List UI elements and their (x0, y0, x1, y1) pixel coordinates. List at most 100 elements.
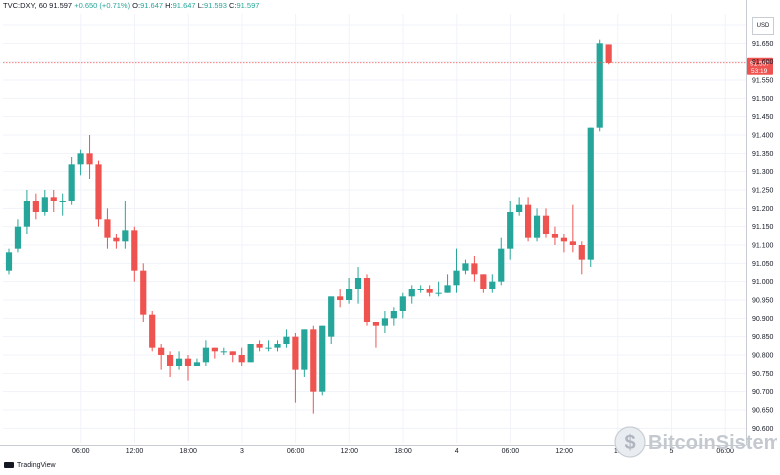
candle-body-down (310, 329, 317, 392)
candle-body-up (328, 296, 335, 337)
candle-body-up (462, 263, 469, 271)
svg-text:$: $ (624, 432, 635, 454)
change-label: +0.650 (+0.71%) (74, 1, 131, 10)
bitcoinsistemi-watermark: $ BitcoinSistemi (612, 422, 780, 462)
candle-body-up (59, 201, 66, 202)
currency-badge[interactable]: USD (752, 17, 774, 35)
candle-body-up (193, 362, 201, 366)
candle-body-up (175, 358, 183, 366)
high-value: 91.647 (172, 1, 196, 10)
candle-body-down (184, 358, 192, 366)
candle-body-down (578, 245, 585, 260)
y-tick-label: 91.600 (752, 59, 774, 66)
y-tick-label: 90.700 (752, 389, 774, 396)
y-tick-label: 91.350 (752, 151, 774, 158)
tradingview-logo[interactable]: TradingView (4, 462, 56, 469)
candle-body-up (489, 281, 496, 289)
y-tick-label: 90.900 (752, 316, 774, 323)
high-label: H: (165, 1, 173, 10)
candle-body-down (426, 289, 433, 293)
candle-body-up (408, 289, 415, 297)
y-tick-label: 91.300 (752, 169, 774, 176)
y-tick-label: 91.400 (752, 133, 774, 140)
candle-body-up (507, 212, 514, 249)
candle-body-up (596, 43, 603, 128)
candle-body-down (131, 230, 138, 271)
x-tick-label: 18:00 (179, 448, 197, 455)
x-tick-label: 06:00 (72, 448, 90, 455)
watermark-coin-icon (614, 426, 646, 458)
candle-body-up (587, 127, 594, 260)
candle-body-down (113, 237, 120, 242)
open-value: 91.647 (140, 1, 164, 10)
candle-body-up (77, 153, 84, 165)
y-tick-label: 90.600 (752, 426, 774, 433)
candle-body-up (283, 336, 290, 344)
y-tick-label: 91.450 (752, 114, 774, 121)
x-tick-label: 12:00 (126, 448, 144, 455)
candle-body-down (50, 197, 57, 201)
candle-body-up (498, 248, 505, 282)
candle-body-up (247, 344, 254, 363)
candle-body-up (5, 252, 13, 271)
symbol-label: TVC:DXY, 60 (3, 1, 48, 10)
tradingview-icon (4, 462, 14, 469)
candle-body-up (390, 311, 397, 319)
close-value: 91.597 (236, 1, 260, 10)
candle-body-down (551, 234, 559, 238)
close-label: C: (229, 1, 237, 10)
candle-body-up (444, 285, 451, 293)
candle-body-up (301, 329, 308, 370)
candle-body-down (229, 351, 236, 355)
low-value: 91.593 (203, 1, 227, 10)
symbol-header: TVC:DXY, 60 91.597 +0.650 (+0.71%) O:91.… (3, 1, 259, 10)
candle-body-up (14, 226, 22, 249)
y-tick-label: 91.550 (752, 78, 774, 85)
candle-body-down (569, 241, 576, 245)
candle-body-up (381, 318, 388, 326)
x-tick-label: 12:00 (341, 448, 359, 455)
candle-body-down (525, 204, 532, 238)
candle-body-down (560, 237, 567, 242)
candle-body-down (86, 153, 93, 165)
x-tick-label: 5 (670, 448, 674, 455)
candle-body-up (122, 230, 129, 242)
x-tick-label: 06:00 (502, 448, 520, 455)
candle-body-up (435, 292, 442, 294)
candle-body-down (149, 314, 156, 348)
candle-body-down (605, 44, 612, 63)
y-tick-label: 91.650 (752, 41, 774, 48)
candle-body-down (104, 219, 111, 238)
x-tick-label: 06:00 (716, 448, 734, 455)
candle-body-down (256, 344, 263, 348)
candle-body-up (319, 325, 326, 392)
y-tick-label: 91.500 (752, 96, 774, 103)
candle-body-down (32, 201, 39, 212)
candle-body-up (516, 204, 523, 212)
candle-body-up (533, 215, 541, 238)
y-tick-label: 90.750 (752, 371, 774, 378)
candle-body-down (363, 278, 371, 322)
candles (5, 39, 612, 414)
candle-body-up (41, 197, 48, 212)
y-tick-label: 91.000 (752, 279, 774, 286)
y-tick-label: 90.850 (752, 334, 774, 341)
x-tick-label: 06:00 (287, 448, 305, 455)
candle-body-up (399, 296, 406, 311)
y-tick-label: 91.100 (752, 243, 774, 250)
candle-body-down (167, 355, 174, 366)
last-price-tag-value: 91.597 (750, 60, 770, 67)
candle-body-up (417, 289, 424, 290)
low-label: L: (197, 1, 204, 10)
candle-body-up (354, 278, 362, 289)
grid (3, 14, 746, 443)
x-tick-label: 12:00 (555, 448, 573, 455)
candle-body-down (292, 336, 299, 370)
y-tick-label: 90.950 (752, 298, 774, 305)
y-tick-label: 91.150 (752, 224, 774, 231)
candle-body-up (202, 347, 209, 363)
candle-body-up (346, 289, 353, 300)
